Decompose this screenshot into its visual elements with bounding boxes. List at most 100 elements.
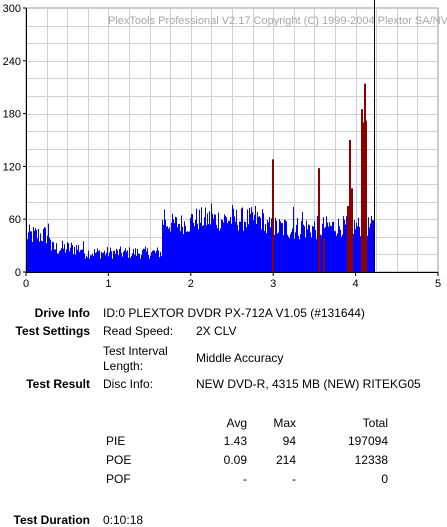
pie-bar (300, 234, 301, 272)
pie-bar (109, 252, 110, 272)
pie-bar (177, 227, 178, 272)
pie-bar (156, 250, 157, 272)
pie-bar (341, 236, 342, 272)
pie-bar (48, 223, 49, 272)
pie-bar (144, 249, 145, 272)
pie-bar (126, 251, 127, 272)
y-tick-label: 240 (3, 56, 21, 68)
pie-bar (224, 214, 225, 272)
pie-bar (247, 209, 248, 272)
pie-bar (295, 232, 296, 272)
pie-bar (88, 250, 89, 272)
pie-bar (228, 220, 229, 272)
pie-bar (271, 218, 272, 272)
pie-bar (89, 258, 90, 272)
pie-bar (291, 231, 292, 272)
row-avg: - (243, 472, 247, 486)
pie-bar (38, 228, 39, 272)
pie-bar (275, 217, 276, 272)
pie-bar (188, 231, 189, 272)
pie-bar (116, 248, 117, 272)
pie-bar (219, 230, 220, 272)
pie-bar (122, 256, 123, 272)
pie-bar (259, 216, 260, 272)
pie-bar (166, 226, 167, 272)
pie-bar (44, 227, 45, 272)
pie-bar (359, 226, 360, 272)
pie-bar (152, 250, 153, 272)
pie-bar (55, 249, 56, 272)
test-interval-label-line2: Length: (103, 359, 144, 373)
pie-bar (328, 226, 329, 272)
pie-bar (225, 216, 226, 272)
pie-bar (316, 239, 317, 272)
x-tick-label: 3 (270, 278, 276, 290)
col-header-avg: Avg (226, 416, 247, 430)
pie-bar (76, 245, 77, 272)
pie-bar (338, 218, 339, 272)
pie-bar (266, 233, 267, 272)
pie-bar (40, 233, 41, 272)
pie-bar (267, 220, 268, 272)
pie-bar (50, 239, 51, 272)
pie-bar (85, 258, 86, 272)
pie-bar (220, 228, 221, 272)
pie-bar (213, 218, 214, 272)
error-rate-chart: 0 60 120 180 240 300 0 1 2 3 4 5 PlexTools Professi… (3, 0, 447, 290)
test-duration-value: 0:10:18 (103, 513, 144, 527)
pie-bar (184, 221, 185, 272)
chart-axes: 0 60 120 180 240 300 0 1 2 3 4 5 (3, 3, 441, 290)
pie-bar (238, 230, 239, 272)
pie-bar (117, 250, 118, 272)
pie-bar (86, 255, 87, 272)
pie-bar (61, 248, 62, 272)
pie-bar (47, 235, 48, 272)
pie-bar (331, 226, 332, 272)
pie-bar (128, 257, 129, 272)
pie-bar (312, 225, 313, 272)
pie-bar (169, 227, 170, 272)
pie-bar (142, 250, 143, 272)
pie-bar (127, 250, 128, 272)
row-total: 0 (381, 472, 388, 486)
pie-bar (79, 252, 80, 272)
y-tick-label: 120 (3, 161, 21, 173)
pie-bar (274, 234, 275, 272)
pie-bar (276, 220, 277, 272)
x-tick-label: 4 (353, 278, 359, 290)
pie-bar (185, 225, 186, 272)
pie-bar (193, 222, 194, 272)
pie-bar (292, 228, 293, 272)
pie-bar (92, 253, 93, 272)
pie-bar (158, 250, 159, 272)
pie-bar (103, 252, 104, 272)
pie-bar (279, 219, 280, 272)
pie-bar (337, 233, 338, 272)
row-avg: 1.43 (223, 434, 247, 448)
pie-bar (198, 229, 199, 272)
poe-bar (365, 120, 367, 272)
pie-bar (43, 228, 44, 272)
pie-bar (222, 220, 223, 272)
pie-bar (97, 248, 98, 272)
pie-bar (68, 243, 69, 272)
pie-bar (262, 209, 263, 272)
pie-bar (206, 225, 207, 272)
row-total: 197094 (347, 434, 388, 448)
pie-bar (258, 216, 259, 272)
pie-bar (356, 222, 357, 272)
y-tick-label: 300 (3, 3, 21, 15)
poe-bar (347, 206, 349, 272)
x-tick-label: 2 (188, 278, 194, 290)
pie-bar (334, 230, 335, 272)
pie-bar (343, 216, 344, 272)
pie-bar (124, 250, 125, 272)
pie-bar (252, 212, 253, 272)
pie-bar (37, 238, 38, 272)
pie-bar (358, 217, 359, 272)
pie-bar (326, 216, 327, 272)
pie-bar (187, 231, 188, 272)
pie-bar (93, 256, 94, 272)
pie-bar (154, 250, 155, 272)
pie-bar (229, 220, 230, 272)
